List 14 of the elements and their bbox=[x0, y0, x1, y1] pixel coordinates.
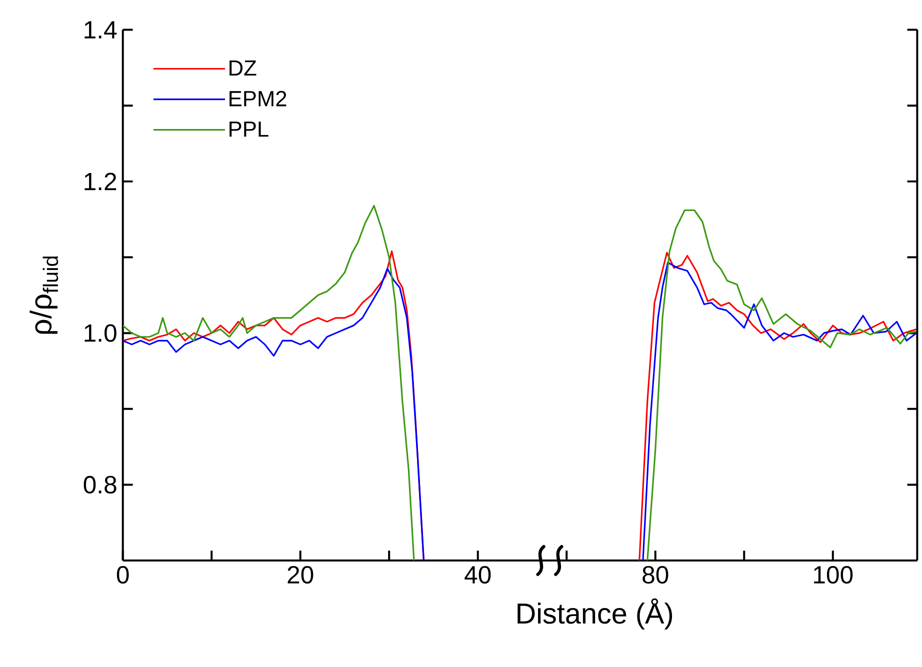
x-tick-label: 80 bbox=[642, 566, 668, 584]
y-tick-label: 1.4 bbox=[84, 21, 117, 38]
legend-label: DZ bbox=[230, 60, 256, 76]
x-tick-label: 40 bbox=[464, 566, 491, 584]
legend-label: PPL bbox=[230, 122, 268, 137]
y-axis-title: ρ/ρ$_{fluid}$ bbox=[30, 256, 58, 334]
x-axis-title: Distance (Å) bbox=[518, 598, 672, 630]
x-tick-label: 0 bbox=[116, 566, 129, 584]
x-tick-label: 20 bbox=[288, 566, 314, 584]
legend-label: EPM2 bbox=[230, 90, 286, 106]
x-tick-label: 100 bbox=[814, 566, 853, 584]
y-tick-label: 1.2 bbox=[84, 172, 116, 190]
y-tick-label: 1.0 bbox=[84, 324, 116, 342]
y-tick-label: 0.8 bbox=[84, 476, 116, 494]
